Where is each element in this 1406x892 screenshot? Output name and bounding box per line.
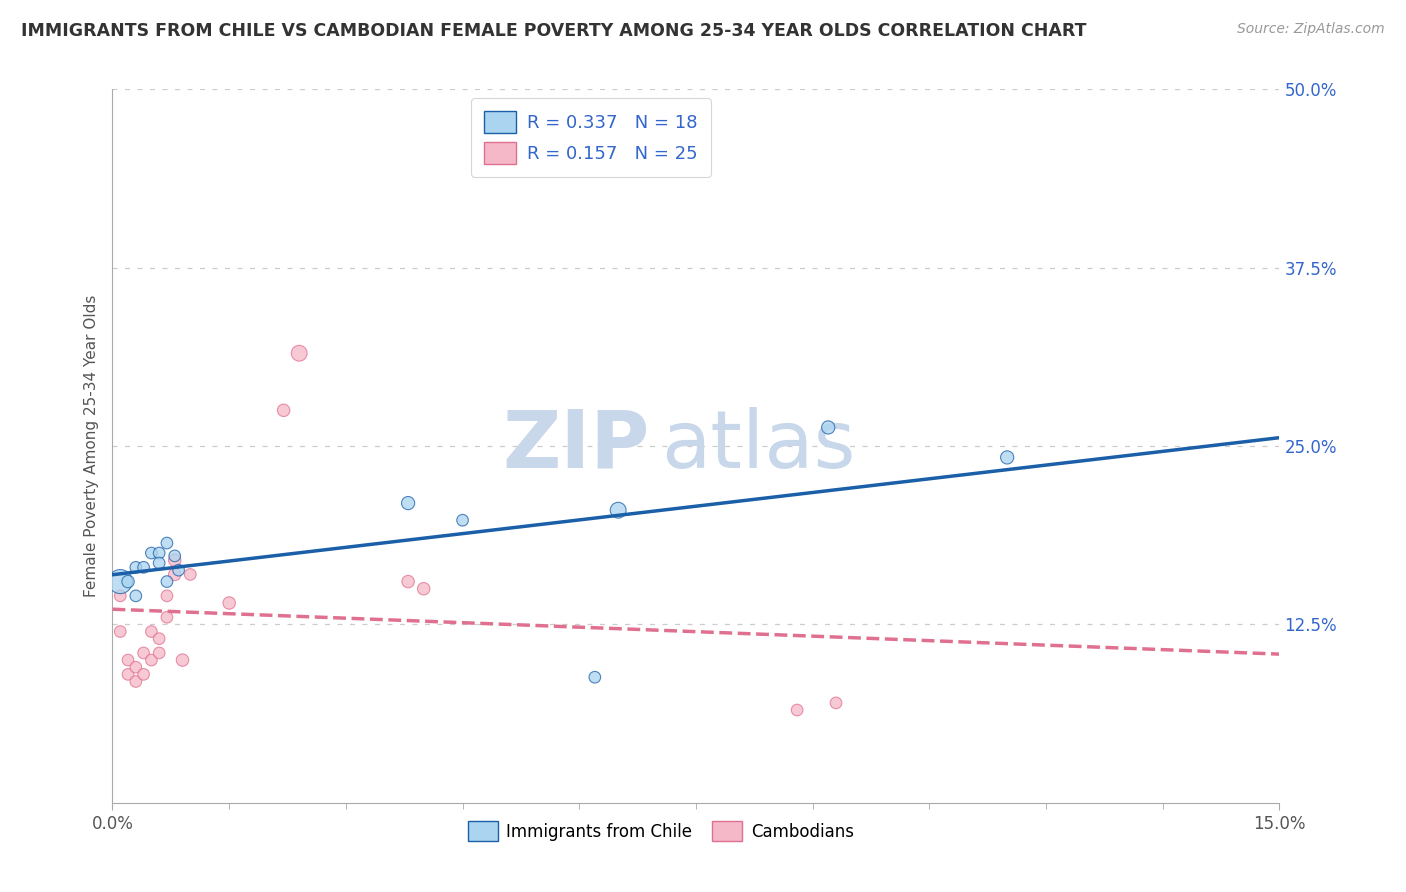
Point: [117, 653, 139, 667]
Text: ZIP: ZIP: [502, 407, 650, 485]
Point: [163, 553, 186, 567]
Point: [396, 496, 419, 510]
Point: [132, 667, 155, 681]
Point: [825, 696, 848, 710]
Point: [167, 563, 190, 577]
Point: [117, 667, 139, 681]
Point: [148, 546, 170, 560]
Point: [125, 560, 148, 574]
Point: [110, 574, 132, 589]
Point: [396, 574, 419, 589]
Point: [156, 536, 179, 550]
Point: [125, 660, 148, 674]
Point: [218, 596, 240, 610]
Point: [148, 556, 170, 570]
Point: [132, 646, 155, 660]
Point: [148, 646, 170, 660]
Point: [288, 346, 311, 360]
Point: [412, 582, 434, 596]
Point: [156, 589, 179, 603]
Point: [179, 567, 201, 582]
Text: atlas: atlas: [661, 407, 855, 485]
Point: [141, 624, 163, 639]
Point: [163, 549, 186, 563]
Point: [995, 450, 1018, 465]
Point: [156, 574, 179, 589]
Point: [172, 653, 194, 667]
Point: [141, 653, 163, 667]
Point: [163, 567, 186, 582]
Point: [156, 610, 179, 624]
Point: [583, 670, 606, 684]
Point: [451, 513, 474, 527]
Point: [117, 574, 139, 589]
Point: [148, 632, 170, 646]
Point: [817, 420, 839, 434]
Point: [786, 703, 808, 717]
Point: [110, 624, 132, 639]
Point: [273, 403, 295, 417]
Point: [132, 560, 155, 574]
Point: [125, 589, 148, 603]
Text: Source: ZipAtlas.com: Source: ZipAtlas.com: [1237, 22, 1385, 37]
Point: [125, 674, 148, 689]
Y-axis label: Female Poverty Among 25-34 Year Olds: Female Poverty Among 25-34 Year Olds: [83, 295, 98, 597]
Point: [110, 589, 132, 603]
Text: IMMIGRANTS FROM CHILE VS CAMBODIAN FEMALE POVERTY AMONG 25-34 YEAR OLDS CORRELAT: IMMIGRANTS FROM CHILE VS CAMBODIAN FEMAL…: [21, 22, 1087, 40]
Point: [141, 546, 163, 560]
Legend: Immigrants from Chile, Cambodians: Immigrants from Chile, Cambodians: [461, 814, 860, 848]
Point: [607, 503, 630, 517]
